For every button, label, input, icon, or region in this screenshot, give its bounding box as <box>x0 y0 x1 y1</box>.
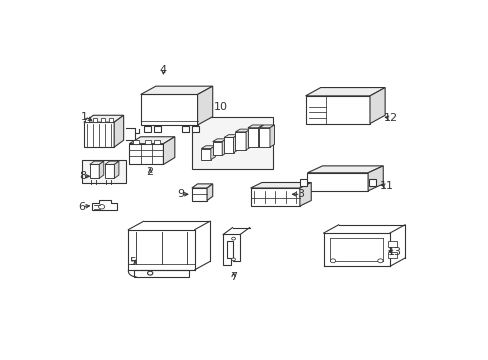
Text: 4: 4 <box>160 64 167 75</box>
Polygon shape <box>250 183 310 188</box>
Polygon shape <box>369 87 385 123</box>
Polygon shape <box>84 122 114 147</box>
Bar <box>82 159 125 183</box>
Polygon shape <box>191 188 206 201</box>
Polygon shape <box>223 234 240 265</box>
Bar <box>368 179 376 186</box>
Circle shape <box>99 204 104 209</box>
Polygon shape <box>201 146 215 149</box>
Polygon shape <box>90 165 99 178</box>
Bar <box>153 140 159 144</box>
Bar <box>299 179 307 186</box>
Polygon shape <box>210 146 215 159</box>
Polygon shape <box>129 144 163 165</box>
Text: 8: 8 <box>80 171 86 181</box>
Text: 11: 11 <box>379 181 393 191</box>
Polygon shape <box>235 129 250 132</box>
Polygon shape <box>299 183 310 206</box>
Text: 12: 12 <box>383 113 397 123</box>
Polygon shape <box>222 139 226 156</box>
Circle shape <box>231 237 235 240</box>
Bar <box>101 118 105 122</box>
Text: 3: 3 <box>297 189 304 199</box>
Polygon shape <box>259 125 274 128</box>
Text: 5: 5 <box>129 257 136 267</box>
Polygon shape <box>258 125 263 147</box>
Polygon shape <box>259 128 269 147</box>
Bar <box>134 270 189 277</box>
Bar <box>145 140 151 144</box>
Polygon shape <box>224 138 233 153</box>
Text: 2: 2 <box>146 167 153 177</box>
Polygon shape <box>269 125 274 147</box>
Polygon shape <box>212 141 222 156</box>
Bar <box>191 126 198 132</box>
Polygon shape <box>141 94 197 125</box>
Bar <box>154 126 161 132</box>
Polygon shape <box>224 135 238 138</box>
Polygon shape <box>141 86 212 94</box>
Circle shape <box>231 258 235 261</box>
Polygon shape <box>90 161 103 165</box>
Text: 13: 13 <box>387 247 401 257</box>
Bar <box>109 118 113 122</box>
Polygon shape <box>235 132 245 150</box>
Polygon shape <box>305 96 369 123</box>
Text: 10: 10 <box>213 103 227 112</box>
Bar <box>387 242 397 247</box>
Polygon shape <box>250 188 299 206</box>
Polygon shape <box>201 149 210 159</box>
Bar <box>191 117 273 169</box>
Polygon shape <box>247 128 258 147</box>
Polygon shape <box>233 135 238 153</box>
Bar <box>133 140 139 144</box>
Bar <box>85 118 89 122</box>
Circle shape <box>377 259 382 263</box>
Polygon shape <box>206 184 212 201</box>
Polygon shape <box>105 161 119 165</box>
Circle shape <box>330 259 335 263</box>
Polygon shape <box>105 165 114 178</box>
Polygon shape <box>99 161 103 178</box>
Bar <box>182 126 189 132</box>
Bar <box>93 118 97 122</box>
Text: 6: 6 <box>78 202 85 212</box>
Polygon shape <box>367 166 383 191</box>
Polygon shape <box>247 125 263 128</box>
Polygon shape <box>191 184 212 188</box>
Polygon shape <box>197 86 212 125</box>
Text: 9: 9 <box>177 189 183 199</box>
Polygon shape <box>305 87 385 96</box>
Polygon shape <box>307 173 367 191</box>
Polygon shape <box>84 115 123 122</box>
Polygon shape <box>307 166 383 173</box>
Polygon shape <box>245 129 250 150</box>
Polygon shape <box>163 137 175 165</box>
Text: 7: 7 <box>229 273 237 283</box>
Polygon shape <box>212 139 226 141</box>
Polygon shape <box>92 200 117 210</box>
Polygon shape <box>114 161 119 178</box>
Bar <box>144 126 151 132</box>
Circle shape <box>147 271 153 275</box>
Polygon shape <box>129 137 175 144</box>
Text: 1: 1 <box>81 112 88 122</box>
Bar <box>387 252 397 258</box>
Polygon shape <box>114 115 123 147</box>
